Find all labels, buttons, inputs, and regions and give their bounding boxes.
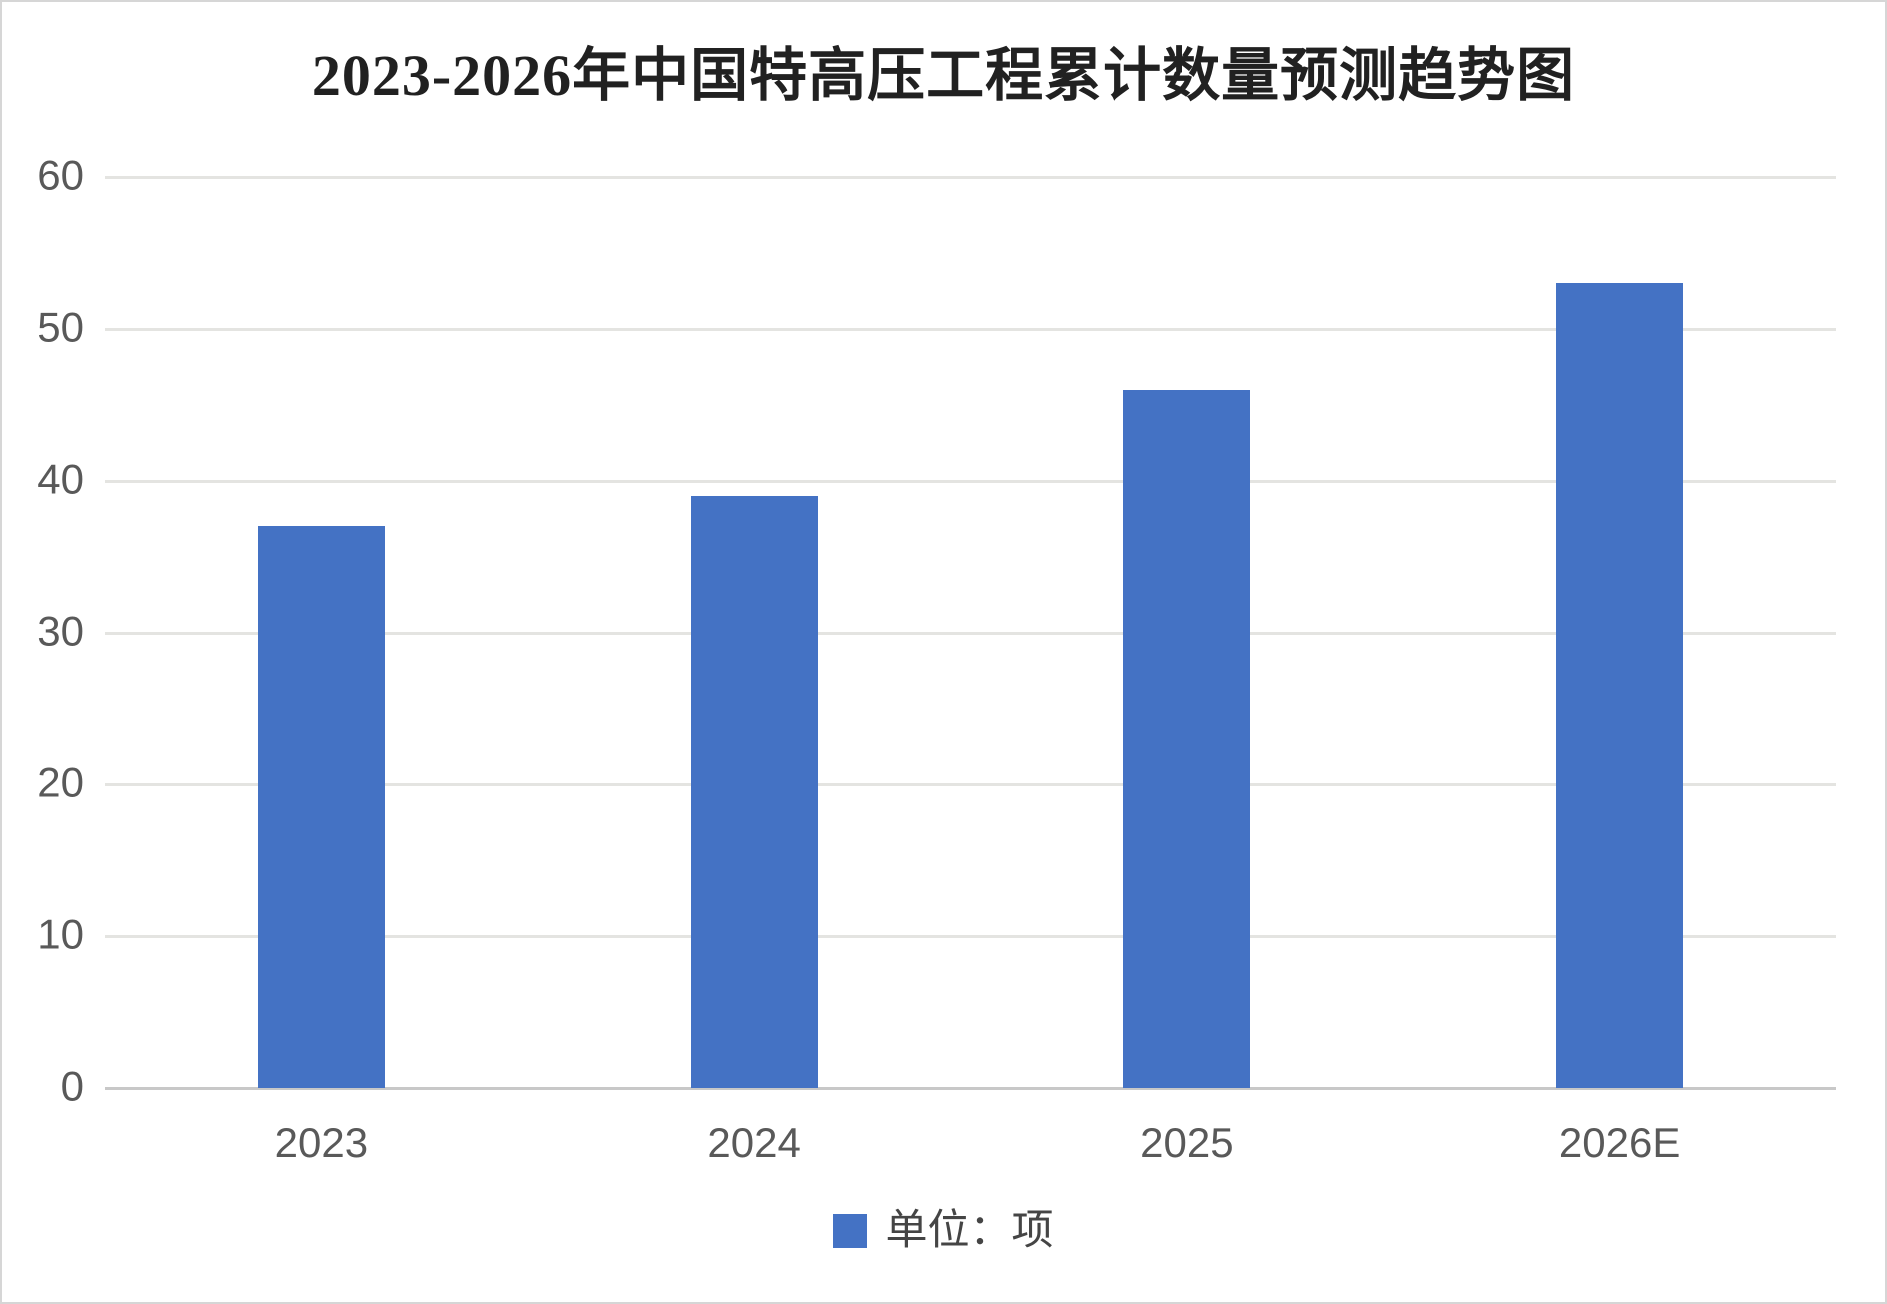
x-tick-label: 2024 — [707, 1119, 801, 1166]
bar-2026E — [1556, 283, 1684, 1088]
legend: 单位：项 — [2, 1210, 1885, 1252]
gridline — [105, 176, 1836, 179]
legend-label: 单位：项 — [885, 1208, 1054, 1254]
y-tick-label: 30 — [37, 606, 84, 654]
y-tick-label: 60 — [37, 151, 84, 199]
y-tick-label: 10 — [37, 910, 84, 958]
y-tick-label: 20 — [37, 758, 84, 806]
legend-swatch-icon — [833, 1214, 868, 1248]
gridline — [105, 479, 1836, 483]
x-tick-label: 2025 — [1140, 1119, 1234, 1166]
x-tick-label: 2026E — [1558, 1119, 1681, 1166]
gridline — [105, 631, 1836, 635]
chart-title: 2023-2026年中国特高压工程累计数量预测趋势图 — [311, 43, 1576, 108]
x-tick-label: 2023 — [274, 1119, 369, 1166]
bar-2023 — [257, 526, 385, 1088]
gridline — [105, 783, 1836, 787]
bar-2024 — [690, 495, 818, 1088]
y-tick-label: 40 — [37, 454, 84, 502]
y-tick-label: 0 — [60, 1062, 84, 1110]
gridline — [105, 327, 1836, 331]
gridline — [105, 935, 1836, 939]
y-tick-label: 50 — [37, 303, 84, 351]
x-axis-line — [105, 1087, 1836, 1090]
bar-2025 — [1123, 389, 1251, 1088]
